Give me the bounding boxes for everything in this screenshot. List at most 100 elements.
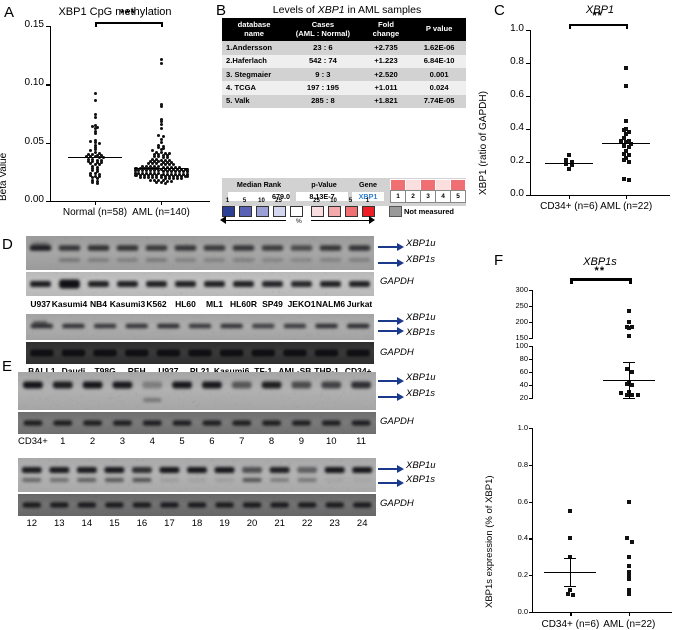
y-tick — [46, 143, 50, 144]
panel-b-title: Levels of XBP1 in AML samples — [228, 4, 466, 16]
legend-red-num-1: 25 — [311, 198, 322, 204]
cell-p: 0.001 — [412, 68, 466, 81]
data-point — [96, 166, 99, 169]
x-tick — [629, 612, 630, 616]
not-measured-swatch — [389, 206, 402, 217]
legend-blue-3 — [256, 206, 269, 217]
y-tick — [529, 385, 532, 386]
data-point — [625, 393, 629, 397]
arrow-head-left-icon — [220, 216, 226, 224]
data-point — [160, 118, 163, 121]
data-point — [564, 158, 568, 162]
y-tick-label: 1.0 — [500, 423, 528, 432]
cell-cases: 197 : 195 — [286, 81, 360, 94]
data-point — [160, 103, 163, 106]
panel-b-letter: B — [216, 2, 226, 19]
panel-a-chart: 0.15 0.10 0.05 0.00 Normal (n=58) AML (n=140)… — [0, 0, 215, 235]
y-tick-label: 0.0 — [490, 188, 524, 199]
data-point — [89, 149, 92, 152]
col-fold-l2: change — [373, 29, 400, 38]
legend-blue-num-2: 5 — [239, 198, 250, 204]
y-tick — [46, 84, 50, 85]
data-point — [627, 309, 631, 313]
panel-e-gel-top-gapdh — [18, 412, 376, 434]
table-header-row: database name Cases (AML : Normal) Fold … — [222, 18, 466, 41]
cell-p: 7.74E-05 — [412, 95, 466, 108]
data-point — [624, 66, 628, 70]
y-tick — [529, 538, 532, 539]
oncomine-table: database name Cases (AML : Normal) Fold … — [222, 18, 466, 108]
xbp1s-arrow-icon — [378, 478, 404, 488]
data-point — [162, 145, 165, 148]
col-fold-change: Fold change — [360, 18, 413, 41]
y-tick-label: 0.0 — [500, 607, 528, 616]
cell-name: 1.Andersson — [222, 41, 286, 54]
xbp1s-label-d-bottom: XBP1s — [406, 327, 435, 338]
legend-red-2 — [328, 206, 341, 217]
cell-cases: 23 : 6 — [286, 41, 360, 54]
significance-stars: ** — [588, 265, 612, 277]
data-point — [186, 173, 189, 176]
data-point — [624, 149, 628, 153]
data-point — [160, 159, 163, 162]
p-value-value: 8.13E-7 — [296, 192, 348, 201]
y-tick — [529, 465, 532, 466]
mean-line — [134, 168, 188, 169]
y-tick — [529, 359, 532, 360]
cell-p: 6.84E-10 — [412, 55, 466, 68]
xbp1u-label-e-top: XBP1u — [406, 372, 436, 383]
y-tick — [529, 575, 532, 576]
data-point — [157, 144, 160, 147]
not-measured-label: Not measured — [404, 207, 454, 216]
legend-blue-num-4: 25 — [273, 198, 284, 204]
cell-p: 1.62E-06 — [412, 41, 466, 54]
table-row: 5. Valk 285 : 8 +1.821 7.74E-05 — [222, 95, 466, 108]
y-tick-label: 150 — [500, 333, 528, 342]
data-point — [630, 540, 634, 544]
gapdh-label-d-bottom: GAPDH — [380, 347, 414, 358]
x-axis — [50, 201, 210, 202]
data-point — [170, 173, 173, 176]
data-point — [89, 140, 92, 143]
y-axis-label: XBP1 (ratio of GAPDH) — [478, 91, 489, 195]
data-point — [625, 367, 629, 371]
y-tick-label: 0.8 — [490, 56, 524, 67]
cell-fold: +1.011 — [360, 81, 413, 94]
y-tick-label: 0.4 — [500, 533, 528, 542]
table-row: 2.Haferlach 542 : 74 +1.223 6.84E-10 — [222, 55, 466, 68]
xbp1s-arrow-icon — [378, 258, 404, 268]
cell-fold: +2.735 — [360, 41, 413, 54]
legend-percent: % — [296, 218, 302, 225]
data-point — [94, 99, 97, 102]
y-tick-label: 0.6 — [500, 497, 528, 506]
y-tick-label: 200 — [500, 317, 528, 326]
y-tick-label: 0.2 — [490, 155, 524, 166]
y-tick-label: 20 — [500, 393, 528, 402]
error-cap-bottom — [623, 398, 635, 399]
cell-name: 5. Valk — [222, 95, 286, 108]
data-point — [164, 152, 167, 155]
panel-d-blots: XBP1u XBP1s GAPDH U937 Kasumi4 NB4 Kasumi3 K562… — [0, 232, 470, 360]
legend-white — [290, 206, 303, 217]
x-axis — [532, 612, 672, 613]
legend-blue-2 — [239, 206, 252, 217]
error-bar — [570, 558, 571, 586]
data-point — [627, 592, 631, 596]
y-axis-segment-1 — [532, 428, 533, 613]
mean-line — [602, 143, 650, 144]
data-point — [630, 383, 634, 387]
y-tick-label: 250 — [500, 301, 528, 310]
y-axis-label: XBP1s expression (% of XBP1) — [484, 475, 495, 608]
legend-red-1 — [311, 206, 324, 217]
data-point — [627, 564, 631, 568]
significance-line — [569, 24, 626, 26]
data-point — [94, 92, 97, 95]
cell-name: 4. TCGA — [222, 81, 286, 94]
col-database-name: database name — [222, 18, 286, 41]
data-point — [164, 159, 167, 162]
col-cases: Cases (AML : Normal) — [286, 18, 360, 41]
y-tick-label: 40 — [500, 380, 528, 389]
heatmap-label-3: 3 — [420, 190, 436, 203]
data-point — [182, 173, 185, 176]
heatmap-label-5: 5 — [450, 190, 466, 203]
